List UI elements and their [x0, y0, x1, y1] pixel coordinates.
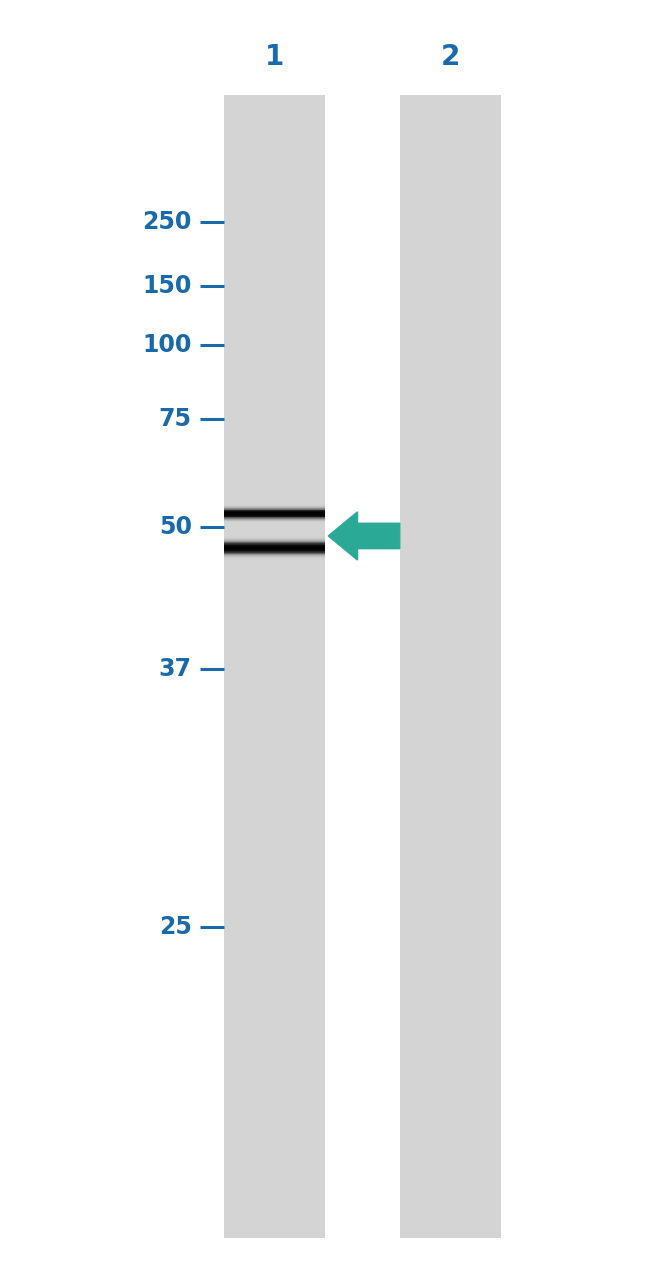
Bar — [224, 545, 325, 546]
Bar — [224, 512, 325, 514]
Bar — [224, 550, 325, 551]
Bar — [224, 505, 325, 508]
Bar — [224, 554, 325, 555]
Text: 75: 75 — [159, 408, 192, 431]
Bar — [224, 559, 325, 560]
Bar — [224, 541, 325, 544]
Bar — [224, 519, 325, 522]
Bar — [224, 549, 325, 550]
Bar — [224, 547, 325, 549]
Bar — [224, 552, 325, 554]
Bar — [224, 542, 325, 544]
Bar — [224, 536, 325, 537]
Bar — [224, 558, 325, 559]
Bar — [224, 521, 325, 522]
Bar — [224, 519, 325, 521]
Bar — [224, 542, 325, 545]
Bar — [224, 509, 325, 511]
Bar — [224, 554, 325, 556]
FancyArrow shape — [328, 512, 400, 560]
Bar — [224, 513, 325, 514]
Bar — [224, 536, 325, 538]
Bar — [224, 504, 325, 505]
Bar — [224, 511, 325, 513]
Bar — [224, 513, 325, 514]
Bar — [224, 517, 325, 518]
Bar — [224, 507, 325, 508]
Bar — [224, 556, 325, 559]
Bar — [224, 554, 325, 555]
Bar — [224, 544, 325, 545]
Bar — [224, 505, 325, 507]
Bar — [224, 504, 325, 507]
Text: 100: 100 — [142, 334, 192, 357]
Bar — [224, 552, 325, 554]
Bar — [224, 556, 325, 558]
Bar — [224, 547, 325, 549]
Bar — [224, 514, 325, 516]
Bar — [224, 555, 325, 556]
Bar — [400, 95, 500, 1238]
Bar — [224, 542, 325, 544]
Bar — [224, 511, 325, 512]
Bar — [224, 550, 325, 552]
Text: 150: 150 — [142, 274, 192, 297]
Bar — [224, 514, 325, 517]
Bar — [224, 558, 325, 560]
Bar — [224, 538, 325, 541]
Bar — [224, 521, 325, 523]
Bar — [224, 519, 325, 521]
Bar — [224, 546, 325, 549]
Bar — [224, 541, 325, 542]
Bar — [224, 555, 325, 558]
Bar — [224, 540, 325, 542]
Bar — [224, 538, 325, 540]
Bar — [224, 508, 325, 511]
Bar — [224, 516, 325, 517]
Bar — [224, 512, 325, 513]
Bar — [224, 547, 325, 550]
Text: 25: 25 — [159, 916, 192, 939]
Text: 2: 2 — [441, 43, 460, 71]
Text: 50: 50 — [159, 516, 192, 538]
Bar — [224, 537, 325, 540]
Text: 1: 1 — [265, 43, 284, 71]
Bar — [224, 509, 325, 512]
Bar — [224, 516, 325, 518]
Bar — [224, 507, 325, 508]
Bar — [224, 518, 325, 519]
Bar — [224, 546, 325, 547]
Bar — [224, 537, 325, 538]
Bar — [224, 514, 325, 516]
Bar — [224, 516, 325, 517]
Bar — [224, 551, 325, 554]
Bar — [224, 545, 325, 547]
Bar — [224, 508, 325, 509]
Bar — [224, 518, 325, 519]
Bar — [224, 513, 325, 516]
Text: 250: 250 — [142, 211, 192, 234]
Bar — [224, 549, 325, 551]
Bar — [224, 512, 325, 513]
Text: 37: 37 — [159, 658, 192, 681]
Bar — [224, 518, 325, 521]
Bar — [224, 544, 325, 546]
Bar — [224, 522, 325, 523]
Bar — [224, 521, 325, 522]
Bar — [224, 517, 325, 519]
Bar — [224, 511, 325, 512]
Bar — [224, 551, 325, 552]
Bar — [224, 540, 325, 541]
Bar — [224, 509, 325, 511]
Bar — [224, 507, 325, 509]
Bar — [224, 505, 325, 507]
Bar — [224, 95, 325, 1238]
